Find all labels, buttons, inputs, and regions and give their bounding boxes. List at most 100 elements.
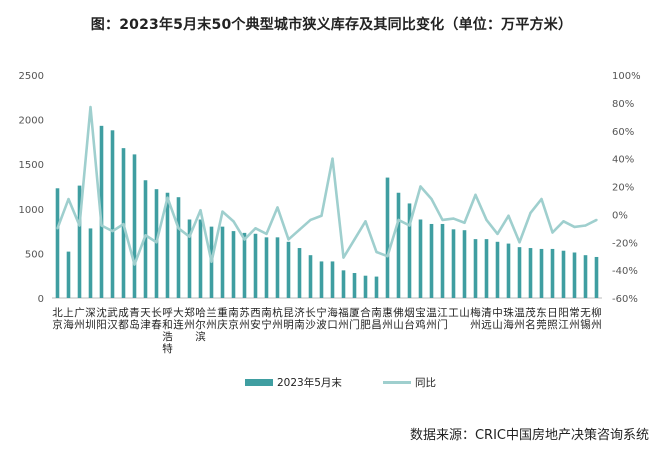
x-tick-label: 昆明 bbox=[283, 307, 294, 331]
bar bbox=[363, 275, 368, 298]
bar bbox=[308, 255, 313, 298]
y-left-tick-label: 1500 bbox=[19, 160, 44, 171]
x-tick-label: 海口 bbox=[327, 306, 338, 331]
bar bbox=[429, 223, 434, 298]
yoy-point bbox=[243, 238, 246, 241]
bar bbox=[583, 255, 588, 298]
x-tick-label: 西安 bbox=[250, 307, 261, 331]
x-tick-label: 南昌 bbox=[371, 306, 382, 331]
bar bbox=[495, 241, 500, 298]
bar bbox=[385, 177, 390, 298]
y-right-tick-label: 0% bbox=[612, 210, 628, 221]
y-right-tick-label: -60% bbox=[612, 294, 638, 305]
y-right-tick-label: 100% bbox=[612, 71, 641, 82]
bar bbox=[88, 228, 93, 298]
bar bbox=[66, 251, 71, 298]
yoy-point bbox=[56, 227, 59, 230]
yoy-point bbox=[298, 228, 301, 231]
yoy-point bbox=[67, 197, 70, 201]
yoy-point bbox=[320, 214, 323, 217]
x-tick-label: 阳江 bbox=[558, 307, 569, 331]
yoy-point bbox=[100, 224, 103, 227]
x-tick-label: 武汉 bbox=[107, 306, 118, 331]
bar bbox=[374, 276, 379, 298]
yoy-point bbox=[133, 263, 136, 266]
x-tick-label: 成都 bbox=[118, 307, 129, 331]
bar bbox=[407, 203, 412, 298]
bar bbox=[242, 232, 247, 298]
bar bbox=[440, 223, 445, 298]
bar bbox=[77, 185, 82, 298]
yoy-point bbox=[342, 256, 345, 259]
x-tick-label: 南京 bbox=[228, 306, 239, 331]
legend-bar-label: 2023年5月末 bbox=[277, 376, 342, 389]
bar bbox=[286, 241, 291, 298]
x-tick-label: 大连 bbox=[173, 306, 184, 331]
yoy-point bbox=[111, 229, 114, 233]
y-left-tick-label: 2500 bbox=[19, 71, 44, 82]
x-tick-label: 厦门 bbox=[349, 307, 360, 331]
bar bbox=[319, 261, 324, 298]
yoy-point bbox=[518, 241, 521, 244]
bar bbox=[330, 261, 335, 298]
yoy-point bbox=[364, 220, 367, 223]
bar bbox=[154, 189, 159, 298]
x-tick-label: 珠海 bbox=[503, 306, 514, 331]
x-tick-label: 上海 bbox=[63, 307, 74, 331]
legend: 2023年5月末 同比 bbox=[245, 376, 436, 389]
bar bbox=[506, 243, 511, 298]
x-tick-label: 青岛 bbox=[129, 306, 140, 331]
yoy-point bbox=[89, 105, 92, 109]
y-left-tick-label: 500 bbox=[25, 249, 44, 260]
x-tick-label: 深圳 bbox=[85, 307, 96, 331]
yoy-point bbox=[562, 220, 565, 223]
yoy-point bbox=[265, 232, 268, 236]
bar bbox=[198, 219, 203, 298]
yoy-point bbox=[408, 224, 411, 227]
y-right-tick-label: 20% bbox=[612, 183, 634, 194]
x-tick-label: 日照 bbox=[547, 307, 558, 331]
x-tick-label: 宁波 bbox=[316, 306, 327, 331]
x-tick-label: 重庆 bbox=[217, 306, 228, 331]
bar bbox=[231, 231, 236, 298]
bar bbox=[297, 248, 302, 298]
x-tick-label: 山 bbox=[459, 307, 470, 319]
x-tick-label: 温州 bbox=[426, 307, 437, 331]
bar bbox=[264, 237, 269, 298]
x-tick-label: 温州 bbox=[514, 307, 525, 331]
bar bbox=[550, 248, 555, 298]
legend-line-label: 同比 bbox=[415, 376, 436, 389]
bar bbox=[275, 237, 280, 298]
x-tick-label: 佛山 bbox=[393, 306, 404, 331]
x-tick-label: 哈尔滨 bbox=[195, 306, 206, 343]
bar bbox=[572, 252, 577, 298]
x-tick-label: 中山 bbox=[492, 306, 503, 331]
yoy-point bbox=[155, 241, 158, 244]
bar bbox=[187, 219, 192, 298]
yoy-point bbox=[551, 231, 554, 234]
bar bbox=[110, 130, 115, 298]
x-tick-label: 惠州 bbox=[382, 306, 393, 331]
yoy-point bbox=[232, 220, 235, 223]
yoy-point bbox=[452, 217, 455, 220]
y-left-axis: 0 500 1000 1500 2000 2500 bbox=[19, 71, 44, 305]
y-right-tick-label: 80% bbox=[612, 99, 634, 110]
x-tick-label: 沈阳 bbox=[96, 306, 107, 331]
yoy-point bbox=[122, 222, 125, 226]
bar bbox=[253, 233, 258, 298]
bar bbox=[341, 270, 346, 298]
bar bbox=[561, 250, 566, 298]
bar bbox=[220, 226, 225, 298]
yoy-point bbox=[166, 196, 169, 199]
bar bbox=[176, 197, 181, 298]
bar bbox=[352, 273, 357, 298]
x-tick-label: 天津 bbox=[140, 307, 151, 331]
bar bbox=[594, 256, 599, 298]
yoy-point bbox=[397, 218, 400, 222]
bars bbox=[55, 125, 599, 299]
yoy-point bbox=[287, 238, 290, 241]
bar bbox=[528, 248, 533, 298]
bar bbox=[462, 230, 467, 298]
bar bbox=[165, 192, 170, 298]
